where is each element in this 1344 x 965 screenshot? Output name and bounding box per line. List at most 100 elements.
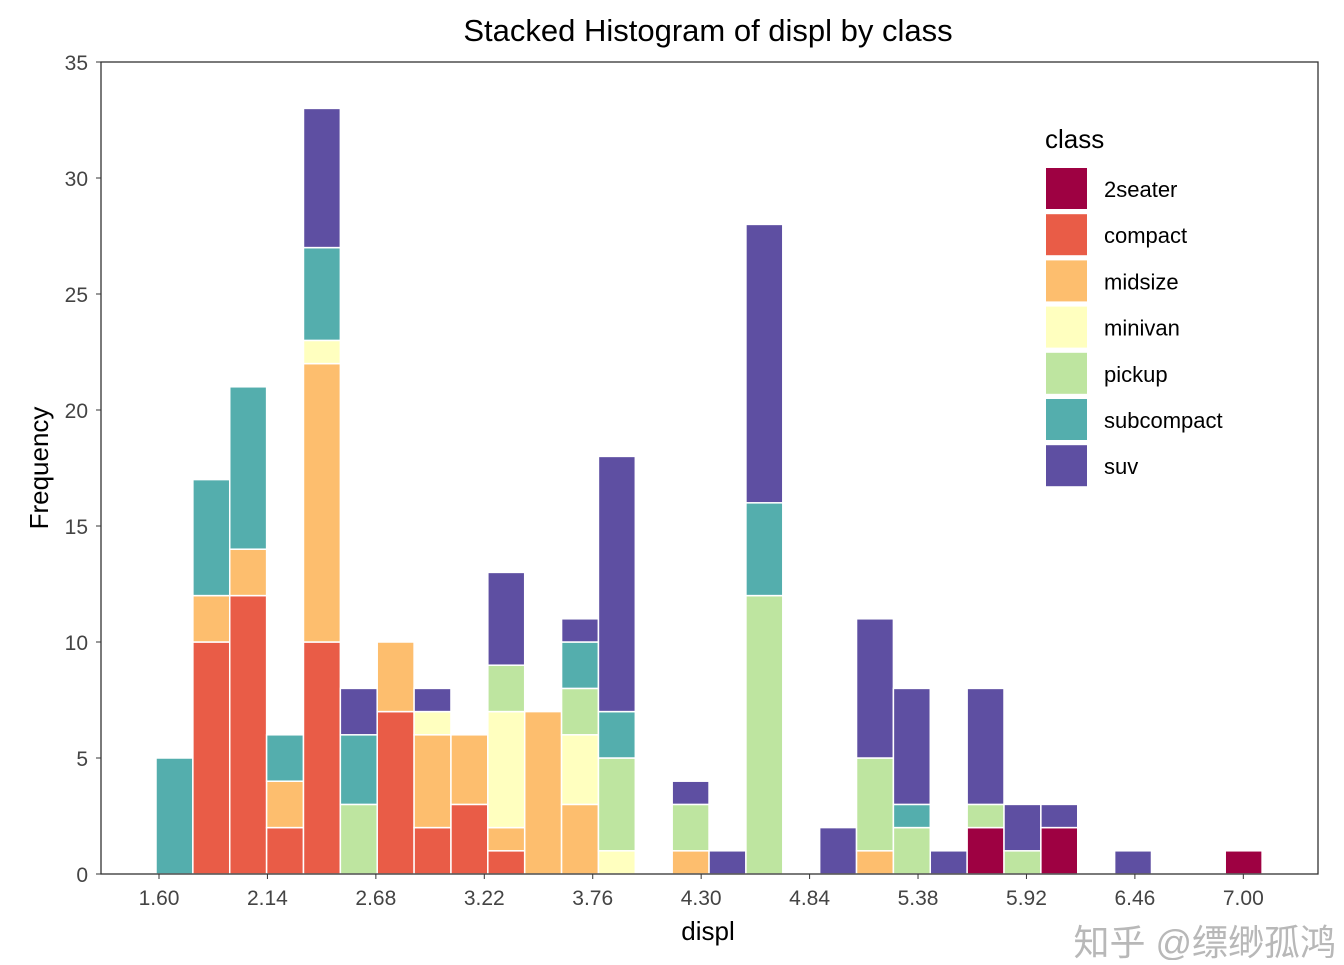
bar-segment-pickup: [597, 757, 637, 852]
bar-segment-subcompact: [560, 641, 600, 690]
bar-segment-pickup: [855, 757, 895, 852]
y-tick-label: 10: [65, 632, 88, 655]
x-axis: 1.60 2.14 2.68 3.22 3.76 4.30 4.84 5.38 5.92 6.46…: [139, 874, 1264, 910]
bar-segment-midsize: [487, 826, 526, 852]
x-axis-label: displ: [681, 916, 734, 946]
legend-swatch-suv: [1046, 445, 1087, 487]
bar-segment-midsize: [523, 710, 563, 875]
legend-swatch-pickup: [1046, 352, 1087, 394]
bar-segment-midsize: [450, 734, 489, 806]
x-tick-label: 4.84: [789, 887, 830, 910]
bar-segment-minivan: [560, 734, 600, 806]
bar-segment-subcompact: [265, 734, 305, 782]
bar-segment-pickup: [339, 803, 378, 875]
bar-segment-suv: [339, 687, 378, 736]
bar-segment-compact: [302, 641, 342, 875]
bar-segment-suv: [818, 826, 858, 875]
bar-segment-pickup: [745, 594, 784, 875]
bar-segment-midsize: [560, 803, 600, 875]
bar-segment-suv: [966, 687, 1005, 806]
y-tick-label: 0: [76, 864, 88, 887]
bar-segment-suv: [1113, 850, 1153, 875]
x-tick-label: 4.30: [681, 887, 722, 910]
y-tick-label: 5: [76, 748, 88, 771]
bar-segment-midsize: [302, 362, 342, 643]
legend-swatch-2seater: [1046, 168, 1087, 209]
legend-swatch-subcompact: [1046, 399, 1087, 440]
bar-segment-pickup: [1003, 850, 1042, 875]
bar-segment-2seater: [1224, 850, 1263, 875]
bar-segment-minivan: [413, 710, 452, 736]
bar-segment-midsize: [855, 850, 895, 875]
legend-swatch-minivan: [1046, 306, 1087, 348]
bar-segment-pickup: [560, 687, 600, 736]
bar-segment-midsize: [228, 548, 268, 597]
bar-segment-pickup: [892, 826, 932, 875]
legend-swatch-midsize: [1046, 260, 1087, 302]
bar-segment-suv: [671, 780, 710, 806]
x-tick-label: 2.14: [247, 887, 288, 910]
legend-swatch-compact: [1046, 214, 1087, 256]
x-tick-label: 3.76: [572, 887, 613, 910]
bar-segment-suv: [302, 107, 342, 249]
bar-segment-2seater: [966, 826, 1005, 875]
y-tick-label: 25: [65, 284, 88, 307]
x-tick-label: 6.46: [1114, 887, 1155, 910]
watermark: 知乎 @缥缈孤鸿: [1073, 922, 1336, 960]
bar-segment-compact: [228, 594, 268, 875]
bar-segment-midsize: [413, 734, 452, 829]
bar-segment-suv: [560, 618, 600, 643]
bar-segment-compact: [413, 826, 452, 875]
plot-border: [100, 61, 1319, 875]
bar-segment-compact: [192, 641, 231, 875]
bar-segment-pickup: [966, 803, 1005, 829]
y-axis: 0 5 10 15 20 25 30 35: [65, 52, 101, 887]
legend-label-midsize: midsize: [1104, 269, 1179, 294]
bar-segment-suv: [929, 850, 968, 875]
bar-segment-subcompact: [339, 734, 378, 806]
bar-segment-suv: [892, 687, 932, 806]
bar-segment-subcompact: [155, 757, 194, 875]
bar-segment-subcompact: [892, 803, 932, 829]
bars-group: [155, 107, 1263, 875]
bar-segment-suv: [1040, 803, 1079, 829]
bar-segment-subcompact: [745, 502, 784, 597]
bar-segment-compact: [450, 803, 489, 875]
bar-segment-minivan: [597, 850, 637, 875]
bar-segment-subcompact: [228, 386, 268, 550]
legend-label-pickup: pickup: [1104, 362, 1168, 387]
bar-segment-midsize: [192, 594, 231, 643]
legend-label-subcompact: subcompact: [1104, 408, 1223, 433]
bar-segment-suv: [708, 850, 747, 875]
bar-segment-suv: [413, 687, 452, 713]
bar-segment-midsize: [671, 850, 710, 875]
bar-segment-minivan: [487, 710, 526, 829]
y-tick-label: 35: [65, 52, 88, 75]
y-tick-label: 15: [65, 516, 88, 539]
legend-label-compact: compact: [1104, 223, 1187, 248]
legend-title: class: [1045, 124, 1104, 154]
x-tick-label: 5.92: [1006, 887, 1047, 910]
x-tick-label: 5.38: [898, 887, 939, 910]
bar-segment-midsize: [376, 641, 415, 713]
legend-label-minivan: minivan: [1104, 316, 1180, 341]
bar-segment-subcompact: [192, 478, 231, 597]
bar-segment-pickup: [671, 803, 710, 852]
bar-segment-compact: [265, 826, 305, 875]
legend: class 2seater compact midsize minivan pickup…: [1045, 124, 1223, 487]
bar-segment-suv: [855, 618, 895, 759]
y-tick-label: 20: [65, 400, 88, 423]
bar-segment-minivan: [302, 339, 342, 365]
bar-segment-subcompact: [302, 246, 342, 342]
x-tick-label: 3.22: [464, 887, 505, 910]
bar-segment-suv: [487, 571, 526, 666]
legend-label-2seater: 2seater: [1104, 177, 1177, 202]
bar-segment-compact: [487, 850, 526, 875]
chart-title: Stacked Histogram of displ by class: [463, 13, 952, 48]
y-axis-label: Frequency: [24, 407, 54, 530]
legend-label-suv: suv: [1104, 454, 1138, 479]
x-tick-label: 2.68: [355, 887, 396, 910]
bar-segment-suv: [745, 223, 784, 504]
bar-segment-subcompact: [597, 710, 637, 759]
